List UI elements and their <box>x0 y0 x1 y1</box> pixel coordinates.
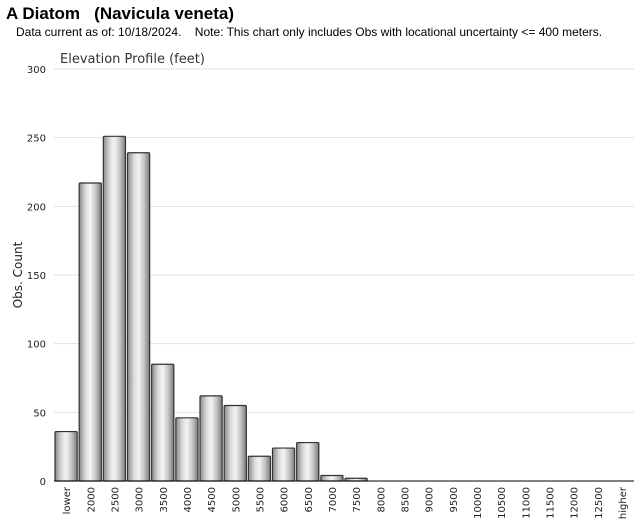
chart-title: Elevation Profile (feet) <box>60 52 205 67</box>
data-note: Data current as of: 10/18/2024. Note: Th… <box>16 25 603 39</box>
page-title: A Diatom (Navicula veneta) <box>6 4 234 23</box>
x-tick-label: 10500 <box>497 487 508 519</box>
bar-6500 <box>296 441 320 482</box>
x-axis-ticks: lower 2000 2500 3000 3500 4000 4500 5000 5500 600… <box>62 486 629 519</box>
bar-2500 <box>102 135 127 482</box>
x-tick-label: 4500 <box>207 487 218 512</box>
bar-2000 <box>78 182 102 482</box>
x-tick-label: 12500 <box>594 487 605 519</box>
x-tick-label: 12000 <box>570 487 581 519</box>
x-tick-label: 11500 <box>545 487 556 519</box>
x-tick-label: 6500 <box>304 487 315 512</box>
x-tick-label: 3000 <box>135 487 146 512</box>
x-tick-label: 10000 <box>473 487 484 519</box>
bar-5500 <box>247 455 272 482</box>
gridlines <box>54 68 634 413</box>
y-tick-label: 50 <box>33 408 46 419</box>
y-tick-label: 250 <box>27 134 46 145</box>
y-tick-label: 300 <box>27 65 46 76</box>
x-tick-label: 7500 <box>352 487 363 512</box>
x-tick-label: 3500 <box>159 487 170 512</box>
bars <box>54 135 368 482</box>
x-tick-label: 7000 <box>328 487 339 512</box>
x-tick-label: 8000 <box>376 487 387 512</box>
x-tick-label: 8500 <box>400 487 411 512</box>
bar-3500 <box>151 363 175 482</box>
bar-5000 <box>223 404 247 482</box>
bar-4500 <box>199 395 223 482</box>
y-tick-label: 100 <box>27 340 46 351</box>
bar-lower <box>54 430 78 482</box>
y-axis-label: Obs. Count <box>11 241 25 308</box>
x-tick-label: 2500 <box>110 487 121 512</box>
bar-3000 <box>126 152 151 482</box>
x-tick-label: 5500 <box>255 487 266 512</box>
elevation-bar-chart: 0 50 100 150 200 250 300 lower 2000 2500 3000 3500… <box>11 52 634 519</box>
y-tick-label: 150 <box>27 271 46 282</box>
x-tick-label: 9500 <box>449 487 460 512</box>
x-tick-label: 6000 <box>280 487 291 512</box>
y-tick-label: 200 <box>27 202 46 213</box>
x-tick-label: 4000 <box>183 487 194 512</box>
x-tick-label: 2000 <box>86 487 97 512</box>
x-tick-label: 9000 <box>425 487 436 512</box>
x-tick-label: 11000 <box>521 487 532 519</box>
x-tick-label: lower <box>62 486 73 514</box>
y-axis-ticks: 0 50 100 150 200 250 300 <box>27 65 46 488</box>
bar-7000 <box>320 474 344 482</box>
y-tick-label: 0 <box>40 477 46 488</box>
x-tick-label: 5000 <box>231 487 242 512</box>
bar-4000 <box>175 417 199 482</box>
bar-6000 <box>271 447 296 482</box>
x-tick-label: higher <box>618 486 629 519</box>
